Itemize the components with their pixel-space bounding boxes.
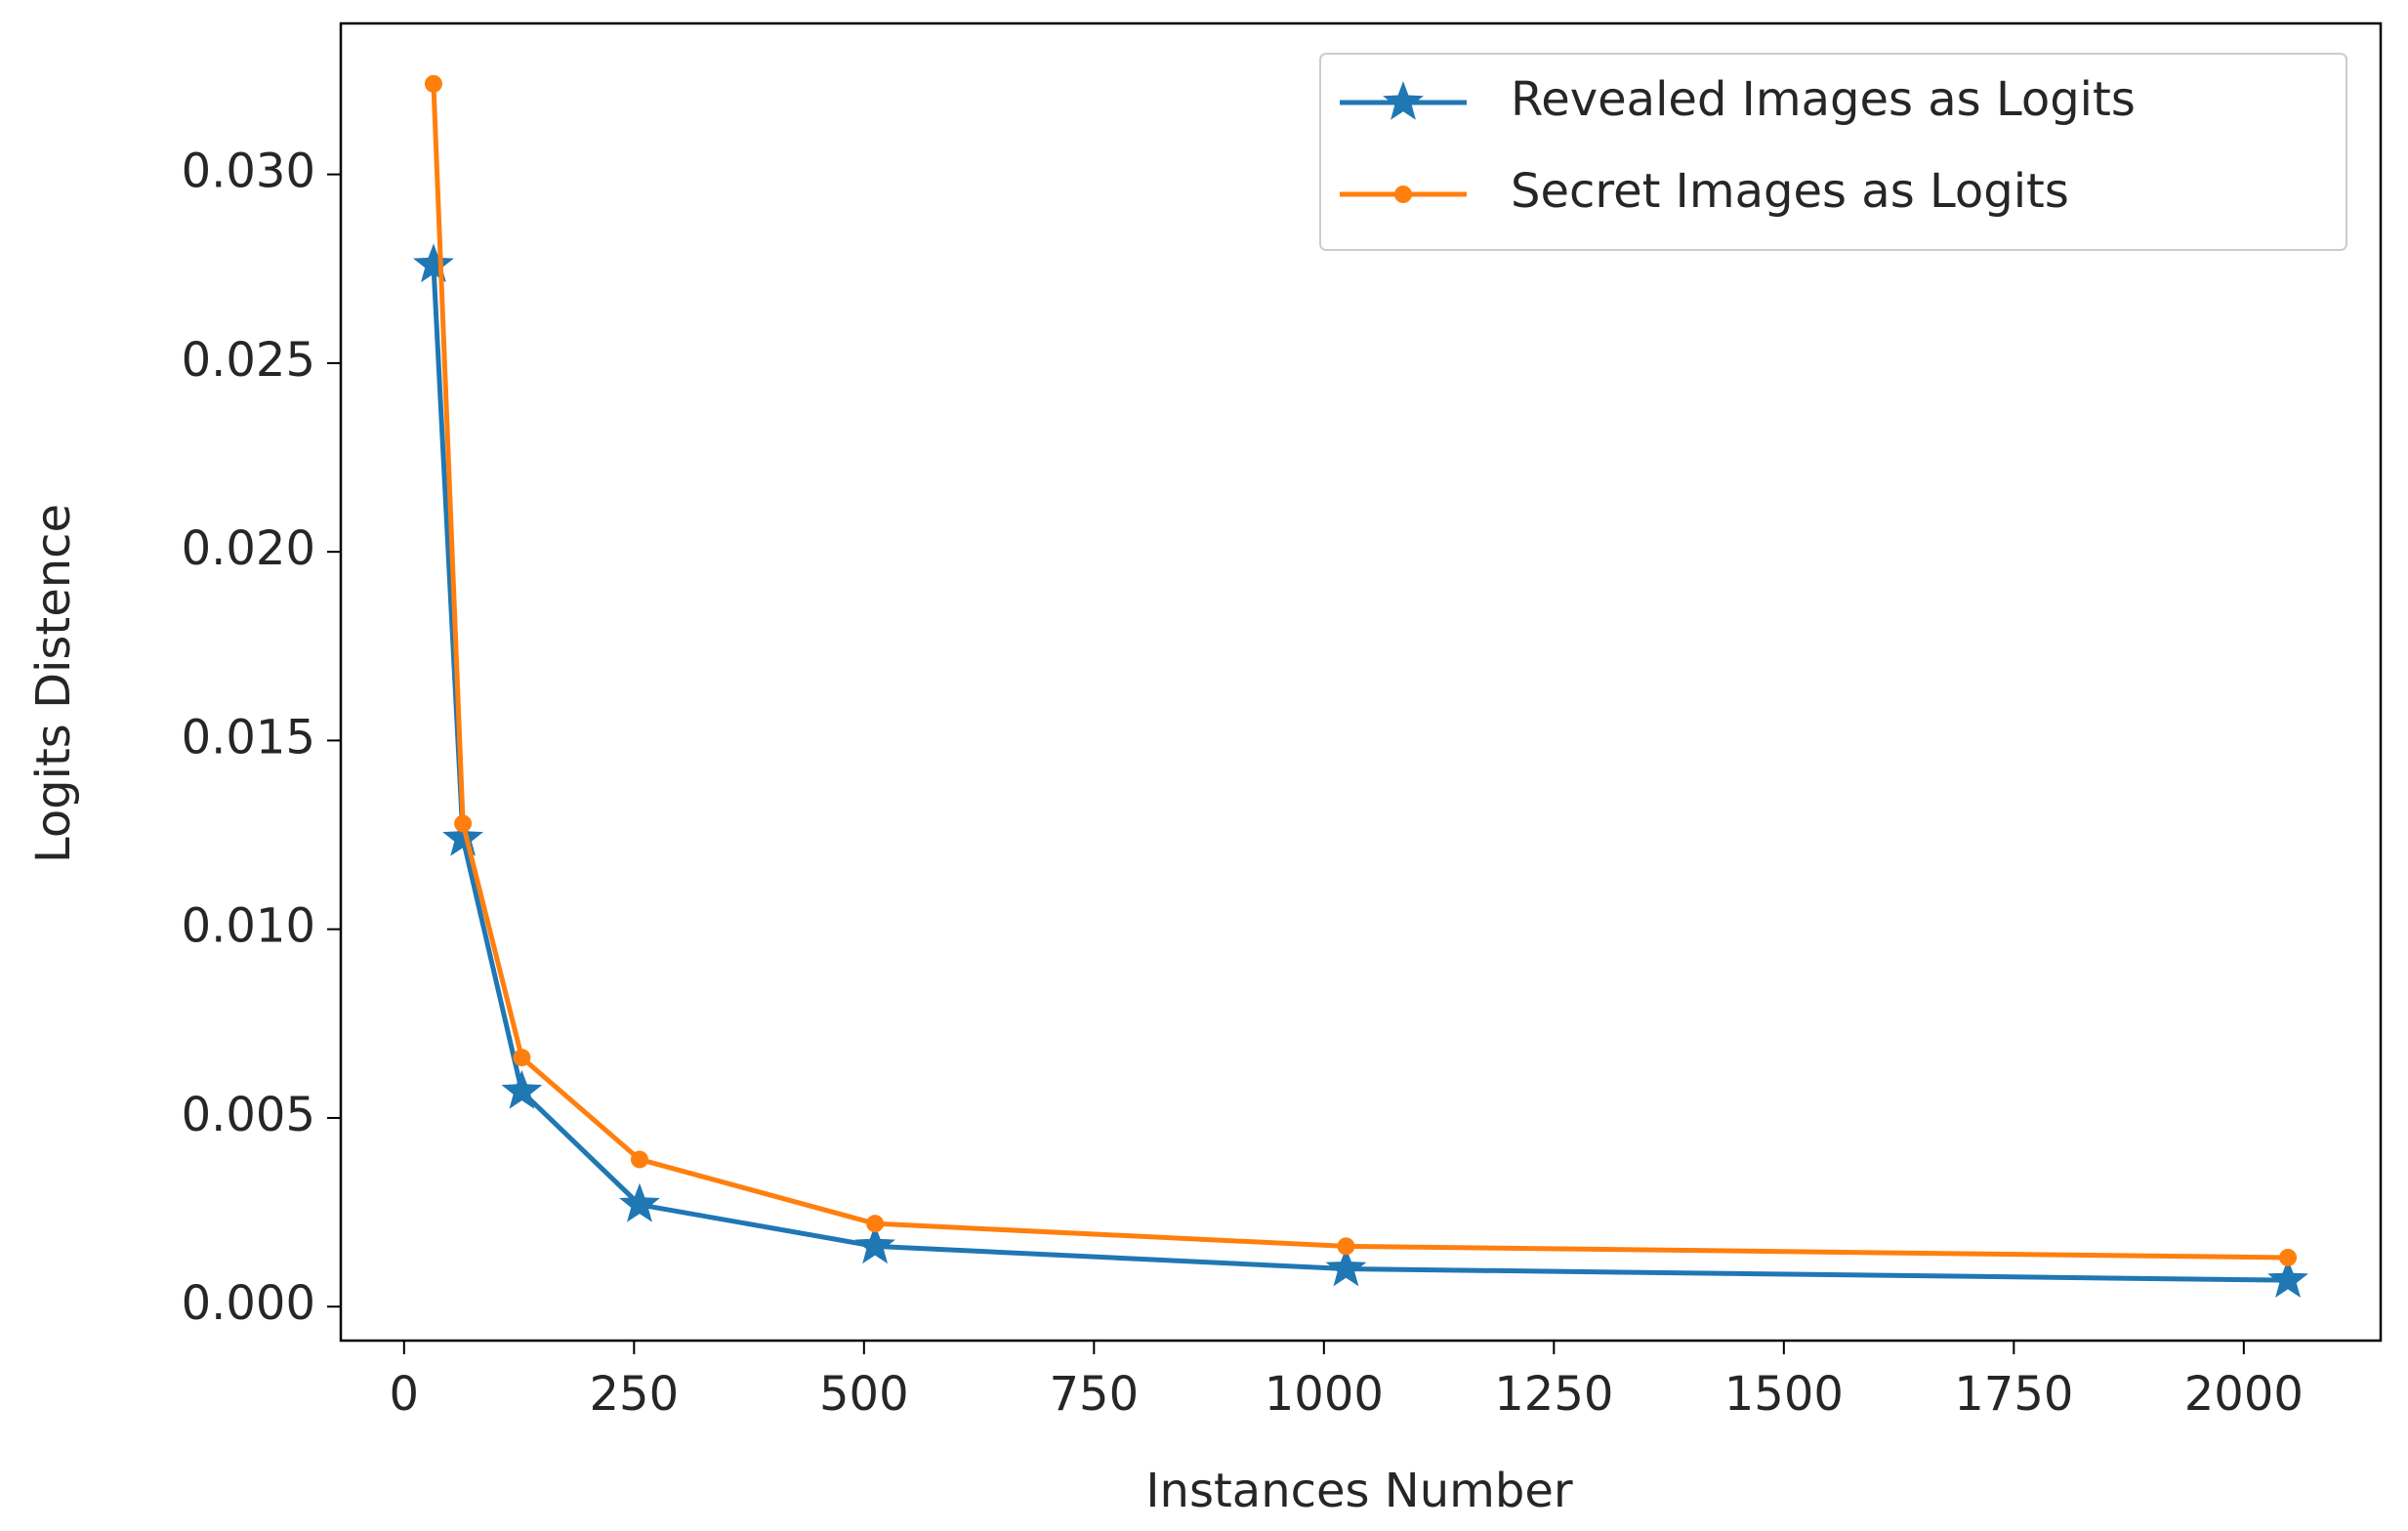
marker	[442, 816, 483, 856]
x-tick-label: 750	[1050, 1367, 1140, 1422]
marker	[619, 1182, 660, 1222]
legend-box	[1319, 53, 2347, 251]
x-tick-label: 500	[819, 1367, 909, 1422]
marker	[413, 243, 454, 283]
legend-label: Revealed Images as Logits	[1511, 72, 2136, 127]
y-tick-label: 0.025	[182, 333, 315, 388]
marker	[424, 74, 442, 93]
x-tick-label: 2000	[2184, 1367, 2304, 1422]
marker	[501, 1069, 543, 1109]
marker	[1325, 1247, 1367, 1287]
marker	[2267, 1259, 2308, 1298]
x-tick-label: 1500	[1724, 1367, 1844, 1422]
x-tick-label: 0	[390, 1367, 420, 1422]
x-tick-label: 250	[590, 1367, 680, 1422]
legend-marker	[1394, 186, 1412, 203]
series-line	[431, 83, 2289, 1261]
x-tick-label: 1750	[1954, 1367, 2073, 1422]
series-line	[431, 265, 2289, 1283]
x-axis-label: Instances Number	[1145, 1464, 1573, 1518]
y-tick-label: 0.015	[182, 710, 315, 765]
legend-label: Secret Images as Logits	[1511, 164, 2069, 219]
y-tick-label: 0.010	[182, 899, 315, 954]
y-tick-label: 0.020	[182, 521, 315, 576]
y-axis-label: Logits Distence	[26, 504, 81, 863]
marker	[630, 1150, 648, 1169]
x-tick-label: 1250	[1494, 1367, 1613, 1422]
marker	[854, 1224, 895, 1264]
y-tick-label: 0.030	[182, 145, 315, 199]
marker	[866, 1215, 885, 1233]
marker	[1337, 1237, 1355, 1256]
plot-frame	[339, 21, 2383, 1343]
y-tick-label: 0.000	[182, 1276, 315, 1331]
y-tick-label: 0.005	[182, 1088, 315, 1142]
marker	[513, 1049, 531, 1067]
x-tick-label: 1000	[1265, 1367, 1384, 1422]
legend-marker	[1383, 81, 1424, 120]
marker	[454, 814, 473, 833]
marker	[2279, 1248, 2298, 1266]
